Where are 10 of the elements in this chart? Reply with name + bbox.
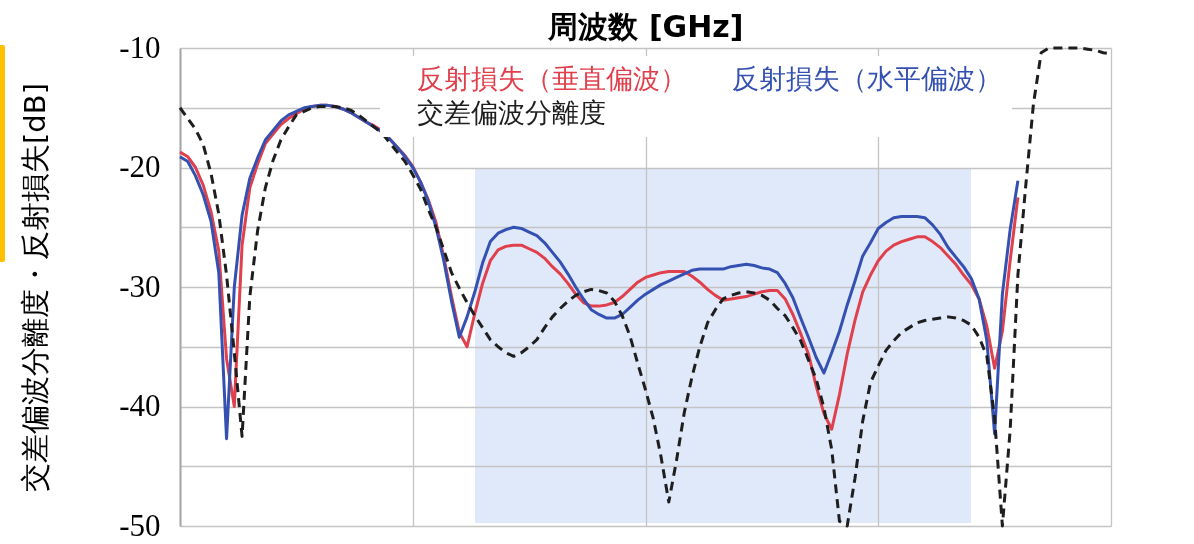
series-label: 交差偏波分離度 xyxy=(417,96,606,128)
series-label: 反射損失（垂直偏波） xyxy=(417,62,687,94)
text: 反射損失（水平偏波） xyxy=(732,62,1002,94)
y-tick-label: -30 xyxy=(119,268,161,304)
y-tick-label: -40 xyxy=(119,388,161,423)
y-tick-label: -10 xyxy=(119,29,161,65)
x-axis-title: 周波数 [GHz] xyxy=(547,8,744,44)
y-tick-label: -50 xyxy=(119,507,161,543)
y-axis-title: 交差偏波分離度・反射損失[dB] xyxy=(17,83,52,492)
y-tick-label: -20 xyxy=(119,149,161,184)
